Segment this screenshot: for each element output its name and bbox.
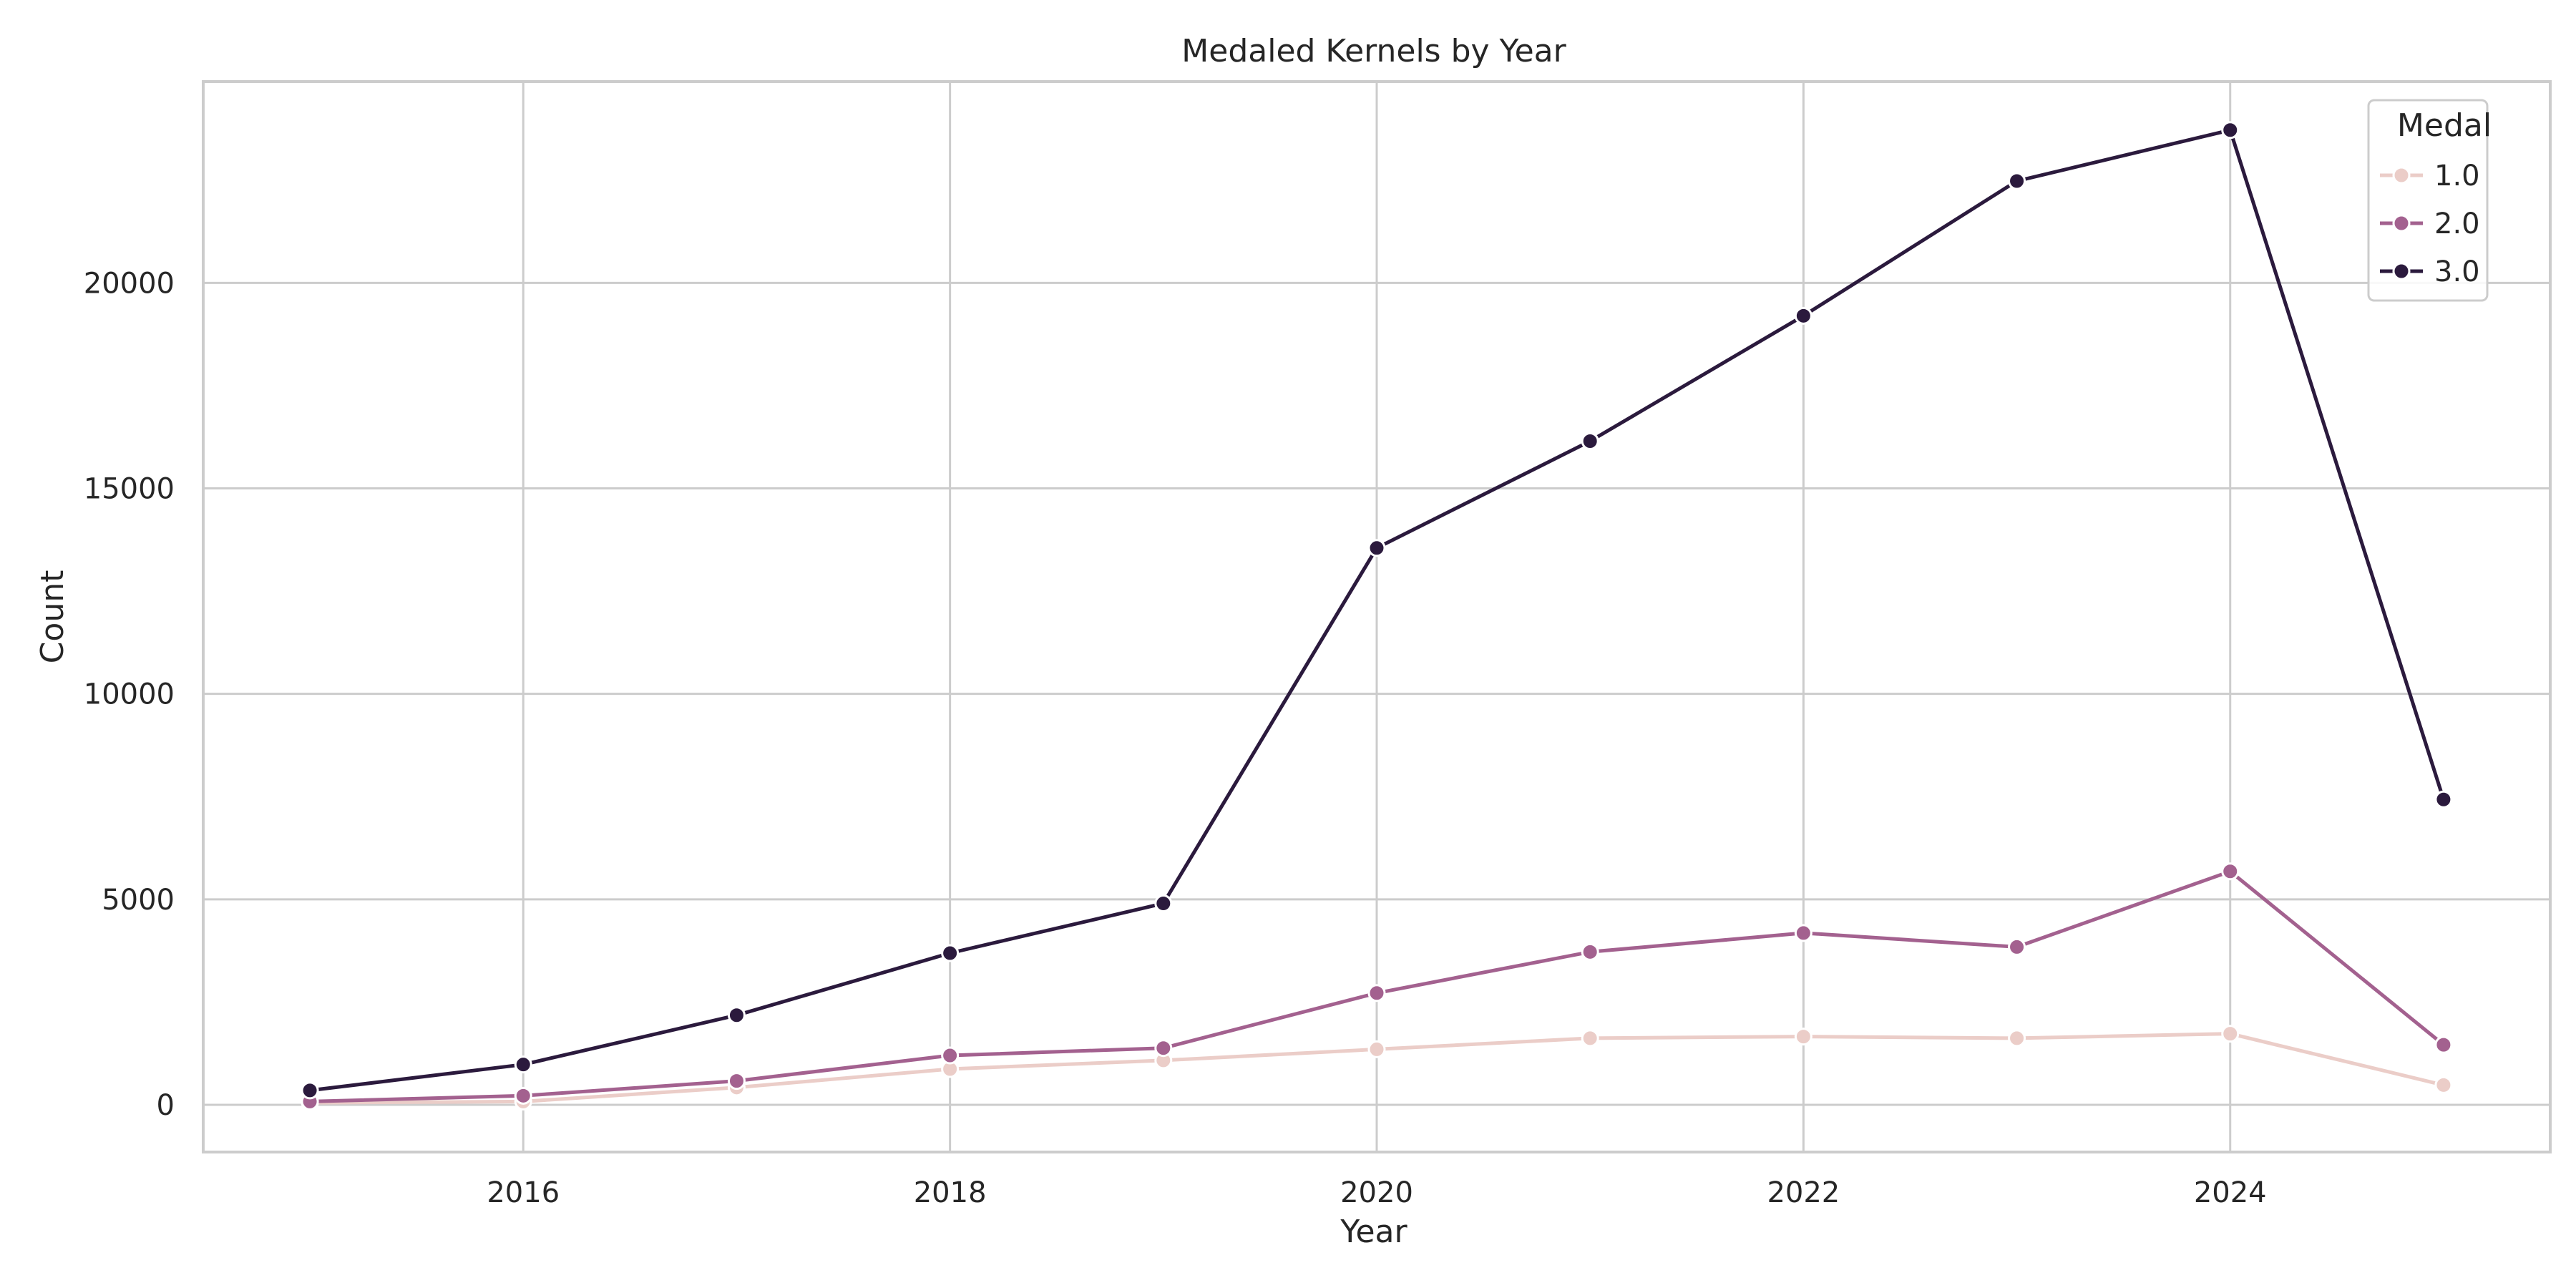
data-point <box>1367 1040 1386 1058</box>
grid-lines <box>203 82 2550 1152</box>
legend: Medal 1.0 2.0 3.0 <box>2367 99 2492 302</box>
data-point <box>2008 937 2026 956</box>
series-3.0 <box>301 121 2453 1100</box>
legend-item: 3.0 <box>2380 255 2480 288</box>
series-layer <box>301 121 2453 1112</box>
data-point <box>2008 172 2026 190</box>
legend-title: Medal <box>2397 107 2492 144</box>
y-tick-label: 15000 <box>84 473 175 506</box>
data-point <box>2008 1029 2026 1048</box>
data-point <box>2434 1075 2453 1094</box>
data-point <box>1154 1039 1173 1058</box>
x-tick-label: 2016 <box>487 1176 560 1209</box>
data-point <box>941 944 960 962</box>
legend-item: 1.0 <box>2380 160 2480 192</box>
legend-label: 2.0 <box>2434 208 2480 240</box>
data-point <box>2221 862 2240 881</box>
legend-label: 3.0 <box>2434 255 2480 288</box>
data-point <box>2434 1035 2453 1054</box>
y-axis-label: Count <box>34 570 71 664</box>
data-point <box>2221 1025 2240 1043</box>
data-point <box>1581 431 1599 450</box>
y-tick-label: 20000 <box>84 267 175 300</box>
data-point <box>2434 790 2453 809</box>
data-point <box>1794 1028 1813 1046</box>
data-point <box>727 1072 746 1091</box>
data-point <box>941 1046 960 1065</box>
data-point <box>2221 121 2240 140</box>
y-tick-label: 5000 <box>102 884 175 917</box>
data-point <box>1367 984 1386 1002</box>
y-tick-label: 10000 <box>84 678 175 711</box>
x-axis-label: Year <box>1340 1214 1407 1250</box>
legend-marker <box>2392 262 2411 280</box>
x-tick-label: 2024 <box>2194 1176 2267 1209</box>
x-tick-label: 2018 <box>914 1176 987 1209</box>
legend-marker <box>2392 166 2411 185</box>
x-tick-label: 2020 <box>1340 1176 1413 1209</box>
data-point <box>514 1055 532 1074</box>
data-point <box>1794 924 1813 942</box>
legend-marker <box>2392 214 2411 233</box>
data-point <box>1794 306 1813 325</box>
data-point <box>1154 894 1173 913</box>
plot-area-frame <box>202 80 2552 1153</box>
legend-box <box>2367 99 2489 302</box>
data-point <box>1367 539 1386 557</box>
y-tick-label: 0 <box>157 1089 175 1122</box>
tick-labels: 2016 2018 2020 2022 2024 0 5000 10000 15000 20000 <box>84 267 2267 1209</box>
legend-label: 1.0 <box>2434 160 2480 192</box>
data-point <box>727 1006 746 1025</box>
data-point <box>301 1081 319 1100</box>
data-point <box>514 1086 532 1105</box>
chart-title: Medaled Kernels by Year <box>1181 33 1566 69</box>
x-tick-label: 2022 <box>1767 1176 1840 1209</box>
data-point <box>1581 942 1599 961</box>
legend-item: 2.0 <box>2380 208 2480 240</box>
data-point <box>1581 1029 1599 1048</box>
